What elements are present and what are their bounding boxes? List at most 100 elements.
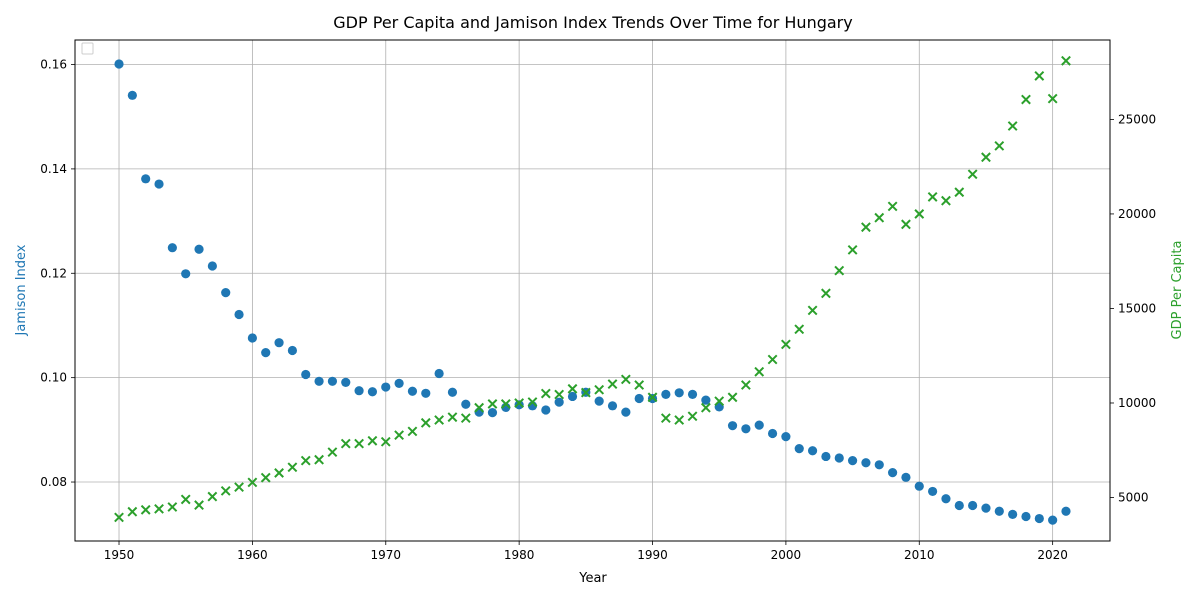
right-tick-label: 15000 (1118, 301, 1156, 315)
gdp-point (140, 504, 151, 515)
jamison-point (754, 420, 764, 430)
jamison-point (674, 388, 684, 398)
jamison-point (928, 486, 938, 497)
gdp-point (500, 399, 511, 409)
jamison-point (1034, 513, 1044, 524)
jamison-point (154, 179, 164, 189)
gdp-point (260, 472, 271, 483)
jamison-point (594, 396, 604, 406)
jamison-point (741, 424, 751, 434)
gdp-point (180, 494, 191, 505)
gdp-point (407, 426, 418, 437)
gdp-point (607, 379, 618, 389)
x-axis-ticks: 1950 1960 1970 1980 1990 2000 2010 2020 (104, 541, 1068, 562)
jamison-point (994, 506, 1004, 516)
jamison-point (981, 503, 991, 513)
jamison-point (114, 59, 124, 69)
gdp-point (194, 500, 204, 510)
gdp-point (367, 435, 378, 446)
gdp-point (247, 477, 258, 488)
gdp-point (674, 415, 685, 425)
gdp-point (554, 389, 565, 400)
left-axis-label: Jamison Index (14, 244, 29, 336)
gdp-point (727, 392, 738, 403)
gdp-point (487, 399, 498, 409)
jamison-point (407, 386, 418, 396)
gdp-point (1061, 55, 1071, 66)
jamison-point (301, 369, 311, 380)
gdp-point (740, 380, 751, 390)
jamison-point (554, 397, 564, 407)
jamison-point (1008, 509, 1018, 519)
left-tick-label: 0.08 (40, 475, 67, 489)
x-tick-label: 1990 (637, 548, 668, 562)
gdp-point (354, 438, 364, 449)
legend-box (81, 42, 94, 55)
gdp-point (514, 398, 525, 408)
gdp-point (274, 468, 284, 478)
jamison-point (367, 387, 378, 397)
jamison-point (341, 377, 351, 387)
jamison-point (394, 378, 404, 388)
jamison-point (887, 468, 898, 478)
gdp-point (967, 169, 978, 180)
gdp-point (567, 383, 578, 394)
jamison-point (621, 407, 631, 417)
gdp-point (300, 455, 311, 466)
gdp-point (767, 354, 778, 365)
gdp-point (981, 152, 991, 163)
gdp-series (114, 55, 1071, 523)
gdp-point (780, 339, 791, 350)
chart-title: GDP Per Capita and Jamison Index Trends … (333, 13, 852, 32)
jamison-point (167, 243, 177, 253)
jamison-series (114, 59, 1071, 525)
jamison-point (794, 444, 804, 454)
jamison-point (727, 421, 738, 431)
jamison-point (661, 389, 671, 399)
jamison-point (314, 376, 324, 386)
jamison-point (941, 494, 951, 504)
jamison-point (127, 90, 137, 100)
jamison-point (207, 261, 217, 271)
gdp-point (234, 482, 244, 493)
gdp-point (700, 402, 711, 413)
right-tick-label: 5000 (1118, 491, 1149, 505)
left-tick-label: 0.16 (40, 58, 67, 72)
gdp-point (834, 265, 845, 276)
jamison-point (381, 382, 391, 392)
jamison-point (687, 389, 698, 399)
jamison-point (221, 287, 231, 298)
jamison-point (767, 428, 778, 439)
gdp-point (540, 388, 551, 399)
jamison-point (541, 405, 551, 415)
gdp-point (527, 397, 538, 407)
jamison-point (607, 401, 618, 411)
x-tick-label: 2000 (771, 548, 802, 562)
jamison-point (354, 386, 364, 396)
jamison-point (447, 387, 458, 397)
gdp-point (994, 140, 1005, 151)
jamison-point (861, 458, 871, 468)
x-tick-label: 2010 (904, 548, 935, 562)
jamison-point (461, 399, 471, 409)
gdp-point (847, 244, 858, 255)
jamison-point (247, 333, 257, 343)
right-axis-label: GDP Per Capita (1170, 241, 1185, 340)
gdp-point (620, 374, 631, 385)
jamison-point (567, 391, 578, 402)
right-tick-label: 10000 (1118, 396, 1156, 410)
jamison-point (487, 408, 498, 418)
gdp-point (861, 222, 871, 233)
jamison-point (781, 432, 791, 442)
gdp-point (220, 485, 231, 496)
gdp-point (1047, 93, 1058, 104)
gdp-point (660, 413, 671, 424)
gdp-point (434, 415, 445, 425)
jamison-point (1021, 511, 1031, 522)
gdp-point (941, 195, 951, 206)
gdp-point (207, 491, 218, 502)
x-tick-label: 1950 (104, 548, 135, 562)
gdp-point (687, 411, 698, 422)
